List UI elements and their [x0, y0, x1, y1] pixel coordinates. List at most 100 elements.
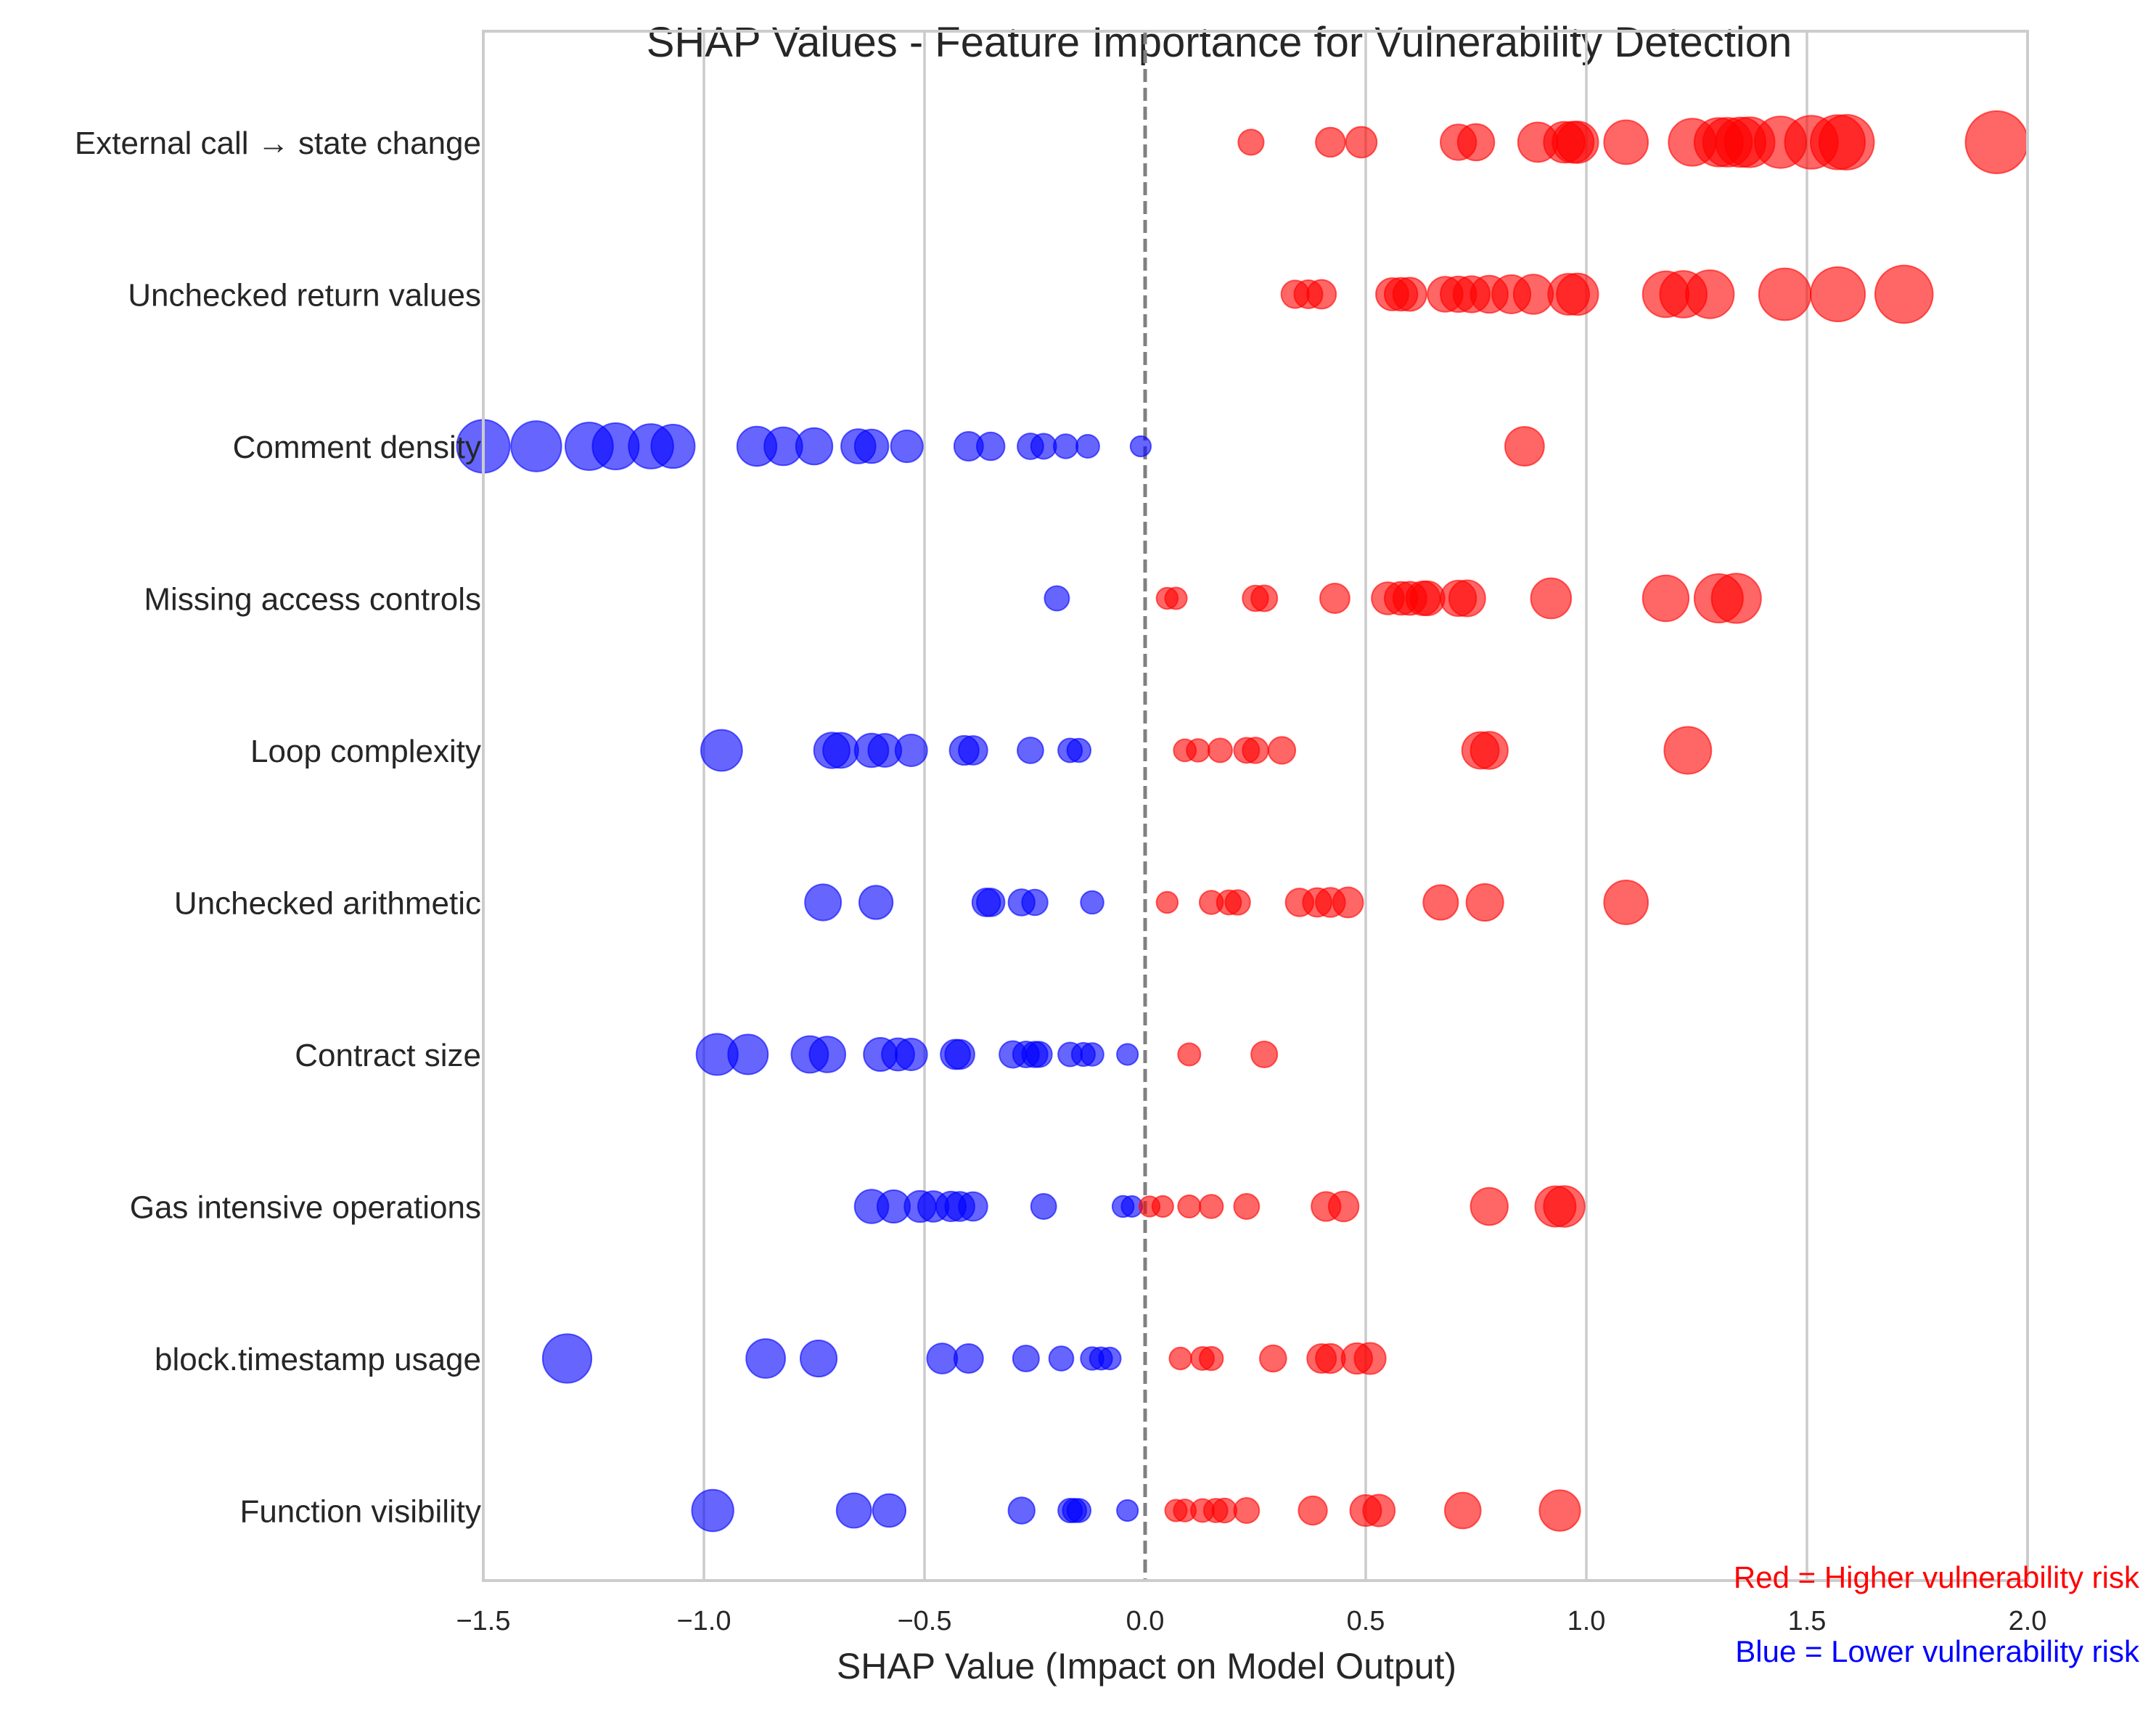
shap-point [822, 731, 859, 769]
shap-point [1964, 110, 2029, 174]
shap-point [795, 427, 834, 466]
plot-frame [482, 30, 2029, 1582]
shap-point [1810, 266, 1866, 323]
shap-point [1075, 434, 1100, 459]
shap-point [1017, 737, 1044, 764]
shap-point [1198, 1194, 1224, 1219]
x-tick-label: −1.0 [676, 1606, 731, 1636]
shap-point [975, 888, 1006, 917]
shap-point [1025, 1041, 1053, 1068]
shap-point [1319, 583, 1350, 614]
shap-point [1030, 1193, 1057, 1220]
shap-point [1465, 882, 1504, 922]
shap-point [1543, 1185, 1586, 1228]
shap-point [1710, 573, 1762, 624]
shap-point [1080, 890, 1104, 915]
shap-point [1052, 433, 1079, 459]
shap-point [1211, 1497, 1238, 1524]
shap-point [1258, 1344, 1287, 1373]
chart-title: SHAP Values - Feature Importance for Vul… [647, 19, 1792, 66]
shap-point [1080, 1042, 1104, 1067]
shap-point [1409, 580, 1446, 617]
shap-point [799, 1339, 838, 1378]
shap-point [1332, 886, 1364, 919]
shap-point [1151, 1194, 1174, 1218]
x-tick-label: 2.0 [2009, 1606, 2047, 1636]
x-axis-title: SHAP Value (Impact on Model Output) [837, 1646, 1456, 1687]
shap-point [1345, 126, 1378, 159]
shap-point [1315, 1343, 1346, 1374]
feature-label: Loop complexity [250, 734, 481, 769]
shap-point [1007, 1496, 1036, 1525]
shap-point [1198, 1345, 1224, 1372]
shap-point [835, 1492, 872, 1529]
shap-point [1448, 579, 1486, 618]
x-tick-label: −1.5 [456, 1606, 510, 1636]
x-tick-label: −0.5 [897, 1606, 951, 1636]
feature-label: Unchecked return values [128, 278, 481, 313]
shap-point [1242, 737, 1269, 764]
shap-point [1044, 585, 1070, 612]
data-points [456, 110, 2029, 1533]
shap-point [1298, 1495, 1328, 1526]
shap-point [1267, 736, 1297, 765]
feature-label: Comment density [233, 430, 481, 465]
shap-point [745, 1338, 787, 1379]
shap-point [894, 1038, 928, 1071]
shap-point [1066, 737, 1092, 763]
shap-point [1012, 1344, 1040, 1373]
shap-point [1207, 737, 1233, 763]
shap-point [1186, 738, 1210, 763]
feature-label: Gas intensive operations [130, 1190, 481, 1226]
shap-point [1129, 435, 1152, 458]
red-legend-note: Red = Higher vulnerability risk [1734, 1560, 2140, 1594]
shap-point [1362, 1493, 1396, 1528]
shap-point [926, 1343, 959, 1374]
shap-point [650, 423, 696, 470]
shap-point [975, 431, 1006, 462]
shap-point [1470, 1187, 1509, 1226]
shap-point [1155, 890, 1179, 914]
shap-point [1224, 889, 1251, 916]
shap-point [1250, 584, 1279, 612]
x-tick-label: 1.5 [1788, 1606, 1827, 1636]
shap-point [1066, 1498, 1092, 1523]
shap-point [1233, 1497, 1261, 1524]
feature-label: Unchecked arithmetic [174, 886, 481, 922]
shap-point [510, 420, 562, 472]
shap-point [691, 1488, 734, 1533]
feature-label: Contract size [295, 1038, 481, 1073]
shap-point [1353, 1342, 1387, 1375]
feature-label: block.timestamp usage [155, 1342, 481, 1377]
shap-point [1237, 128, 1265, 156]
shap-point [1098, 1346, 1122, 1371]
x-tick-label: 0.5 [1347, 1606, 1385, 1636]
shap-point [890, 429, 924, 464]
shap-point [1233, 1193, 1261, 1220]
shap-point [1538, 1489, 1581, 1532]
shap-point [1392, 276, 1427, 312]
shap-point [700, 729, 743, 772]
shap-point [1874, 264, 1934, 324]
shap-point [1512, 274, 1554, 315]
feature-label: Missing access controls [144, 582, 481, 618]
shap-point [1443, 1491, 1482, 1530]
shap-point [1603, 119, 1649, 165]
shap-point [944, 1038, 975, 1070]
shap-point [853, 428, 890, 464]
shap-point [1504, 426, 1545, 467]
shap-point [1663, 726, 1713, 775]
shap-point [1116, 1499, 1139, 1522]
blue-legend-note: Blue = Lower vulnerability risk [1735, 1634, 2140, 1668]
shap-point [808, 1036, 847, 1073]
shap-point [1315, 126, 1346, 158]
shap-point [1556, 120, 1599, 164]
shap-point [1456, 123, 1496, 162]
shap-point [1021, 888, 1049, 917]
shap-point [1030, 433, 1057, 460]
shap-point [1168, 1346, 1192, 1371]
shap-point [1556, 272, 1599, 316]
shap-point [1422, 884, 1459, 921]
shap-point [541, 1333, 593, 1384]
